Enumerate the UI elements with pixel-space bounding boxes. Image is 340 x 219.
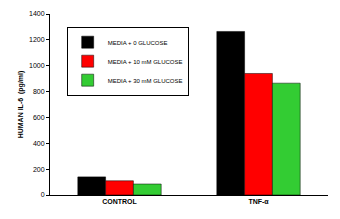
svg-text:CONTROL: CONTROL: [102, 198, 137, 205]
svg-text:1400: 1400: [29, 10, 45, 17]
svg-text:TNF-α: TNF-α: [248, 198, 269, 205]
svg-text:MEDIA + 0 GLUCOSE: MEDIA + 0 GLUCOSE: [108, 40, 168, 46]
svg-text:1000: 1000: [29, 62, 45, 69]
svg-text:400: 400: [33, 140, 45, 147]
svg-text:800: 800: [33, 88, 45, 95]
svg-text:200: 200: [33, 166, 45, 173]
svg-text:0: 0: [41, 191, 45, 198]
svg-text:MEDIA + 10 mM GLUCOSE: MEDIA + 10 mM GLUCOSE: [108, 59, 183, 65]
svg-text:HUMAN IL-6 (pg/ml): HUMAN IL-6 (pg/ml): [17, 71, 25, 139]
svg-text:MEDIA + 30 mM GLUCOSE: MEDIA + 30 mM GLUCOSE: [108, 78, 183, 84]
svg-text:600: 600: [33, 114, 45, 121]
svg-text:1200: 1200: [29, 36, 45, 43]
